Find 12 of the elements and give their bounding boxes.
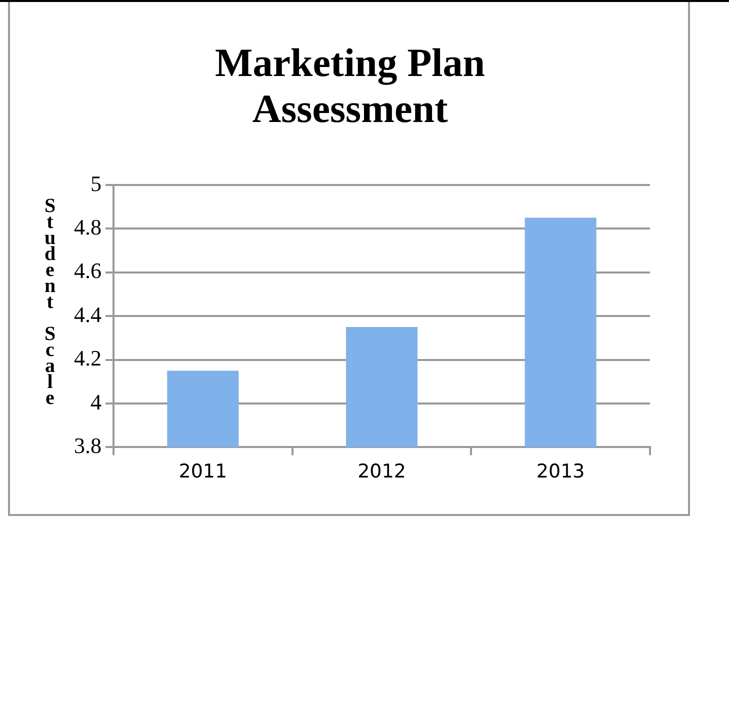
y-tick-label: 4.2 <box>74 346 102 371</box>
x-tick-label: 2011 <box>178 460 228 483</box>
chart-title: Marketing Plan Assessment <box>214 40 486 132</box>
y-tick-label: 4.8 <box>74 214 102 240</box>
y-tick-label: 4.4 <box>74 302 102 327</box>
x-tick-label: 2013 <box>536 460 585 483</box>
y-tick-label: 5 <box>90 170 102 196</box>
y-tick-label: 3.8 <box>74 432 102 458</box>
x-tick-label: 2012 <box>358 460 406 483</box>
y-tick-label: 4 <box>90 389 102 414</box>
y-tick-label: 4.6 <box>74 258 102 284</box>
y-axis-title: Student Scale <box>38 195 61 403</box>
